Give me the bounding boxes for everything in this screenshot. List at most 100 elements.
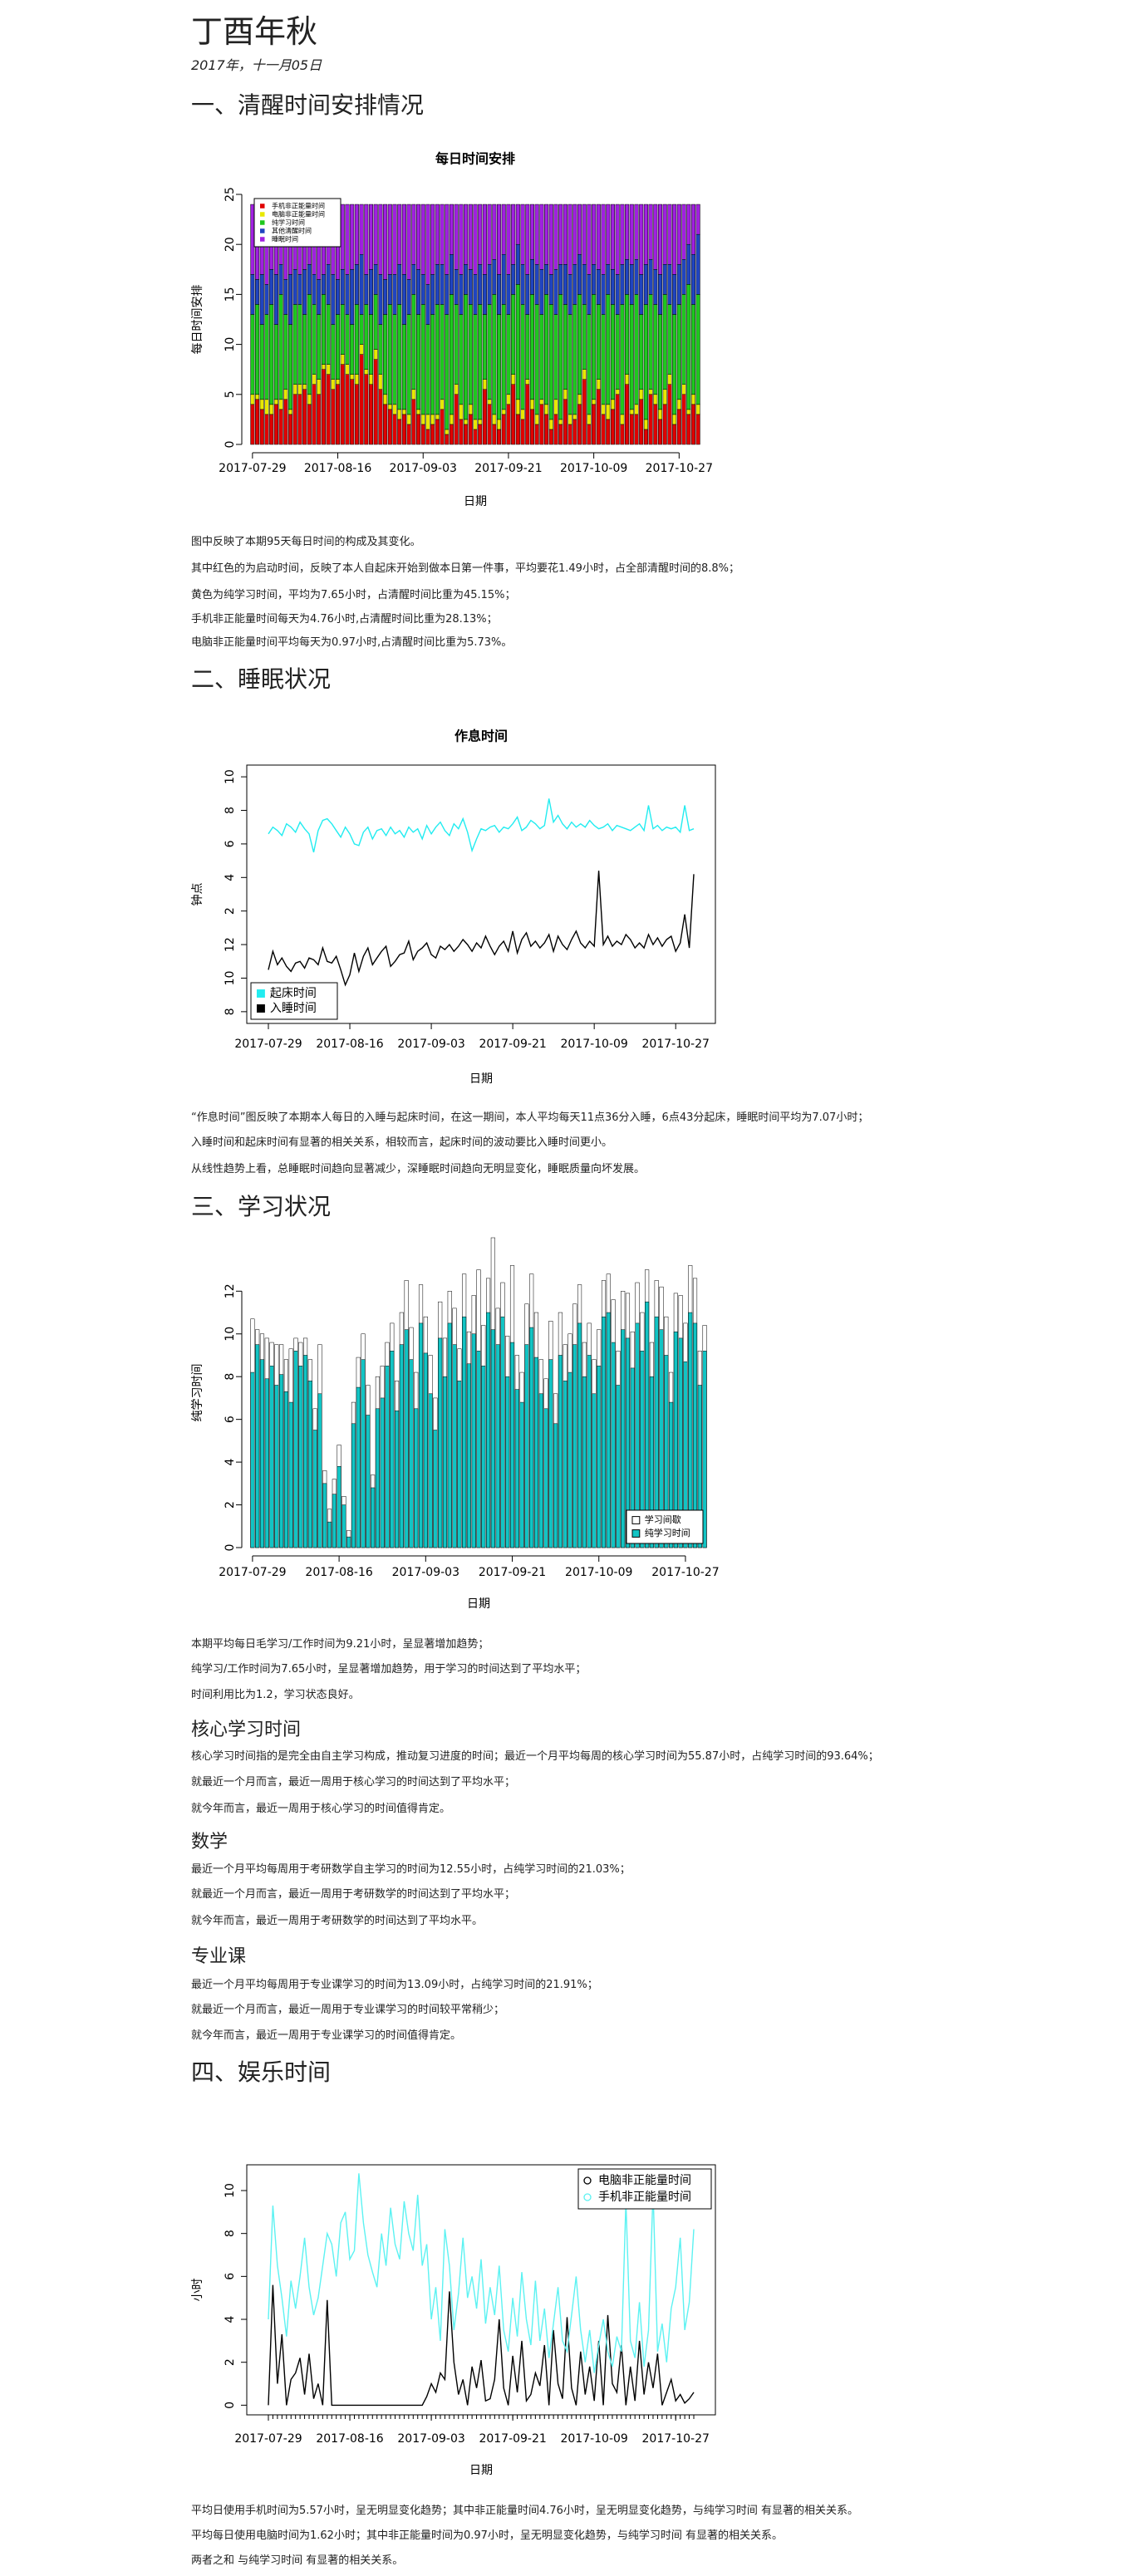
bar [440, 399, 445, 410]
x-tick-label: 2017-10-09 [560, 1038, 627, 1051]
bar [620, 414, 625, 425]
bar [587, 204, 592, 275]
bar [681, 294, 686, 385]
x-axis-label: 日期 [464, 495, 487, 508]
bar [601, 204, 606, 275]
bar [667, 304, 672, 375]
bar [250, 314, 255, 395]
bar [492, 414, 497, 425]
bar [273, 404, 278, 445]
bar [292, 304, 297, 385]
bar [345, 314, 350, 365]
bar [529, 294, 534, 400]
bar [445, 314, 450, 430]
bar [341, 1504, 346, 1548]
y-tick-label: 6 [224, 2273, 237, 2280]
bar [582, 379, 587, 445]
legend-label: 入睡时间 [270, 1002, 317, 1015]
bar [539, 204, 544, 270]
chart-title: 每日时间安排 [435, 151, 515, 167]
bar [359, 204, 364, 255]
bar [501, 409, 506, 415]
bar [648, 394, 653, 445]
bar [264, 1378, 269, 1548]
bar [420, 304, 425, 415]
bar [332, 1494, 337, 1548]
bar [368, 269, 374, 315]
bar [250, 1371, 255, 1548]
bar [695, 204, 700, 235]
bar [476, 1351, 481, 1548]
bar [269, 304, 274, 405]
bar [411, 399, 416, 445]
bar [525, 379, 530, 385]
bar [288, 1401, 293, 1548]
bar [269, 269, 274, 305]
bar [364, 204, 369, 275]
bar [411, 204, 416, 265]
bar [634, 204, 639, 260]
bar [690, 253, 695, 305]
bar [464, 264, 469, 295]
bar [487, 264, 492, 305]
bar [676, 204, 681, 265]
bar [553, 314, 558, 400]
bar [368, 374, 374, 385]
bar [669, 1401, 674, 1548]
bar [639, 314, 644, 390]
bar [606, 204, 611, 265]
bar [587, 274, 592, 315]
bar [634, 414, 639, 445]
bar [544, 294, 549, 405]
bar [577, 294, 582, 395]
bar [317, 394, 322, 445]
bar [340, 304, 345, 355]
bar [273, 399, 278, 405]
bar [473, 419, 478, 430]
x-axis-label: 日期 [469, 1072, 493, 1086]
bar [657, 409, 663, 420]
bar [529, 409, 534, 445]
subsection-heading: 数学 [191, 1832, 228, 1852]
bar [264, 314, 269, 400]
bar [643, 419, 648, 430]
bar [539, 314, 544, 400]
bar [425, 324, 430, 415]
bar [558, 294, 563, 420]
bar [625, 294, 630, 375]
bar [312, 1430, 317, 1548]
bar [611, 1342, 616, 1548]
bar [326, 374, 331, 445]
bar [255, 399, 260, 445]
bar [340, 204, 345, 270]
bar [264, 284, 269, 315]
bar [255, 304, 260, 395]
bar [529, 204, 534, 260]
y-tick-label: 2 [224, 907, 237, 915]
paragraph: 平均每日使用电脑时间为1.62小时；其中非正能量时间为0.97小时，呈无明显变化… [191, 2529, 784, 2542]
bar [406, 414, 411, 425]
bar [639, 204, 644, 275]
bar [657, 204, 663, 275]
y-tick-label: 6 [224, 1416, 237, 1423]
legend-symbol [260, 228, 265, 233]
paragraph: 黄色为纯学习时间，平均为7.65小时，占清醒时间比重为45.15%； [191, 589, 516, 601]
bar [454, 304, 459, 385]
bar [259, 324, 264, 400]
x-tick-label: 2017-07-29 [219, 1566, 286, 1579]
bar [657, 419, 663, 445]
bar [378, 324, 383, 375]
x-tick-label: 2017-09-21 [479, 1038, 546, 1051]
bar [445, 204, 450, 275]
bar [449, 414, 454, 425]
bar [544, 264, 549, 295]
x-tick-label: 2017-10-09 [560, 2432, 627, 2446]
bar [587, 424, 592, 445]
bar [331, 324, 336, 380]
section-heading: 二、睡眠状况 [191, 665, 332, 693]
legend-label: 学习间歇 [645, 1514, 681, 1525]
bar [492, 424, 497, 445]
x-tick-label: 2017-07-29 [234, 2432, 302, 2446]
bar [255, 394, 260, 400]
bar [364, 374, 369, 445]
